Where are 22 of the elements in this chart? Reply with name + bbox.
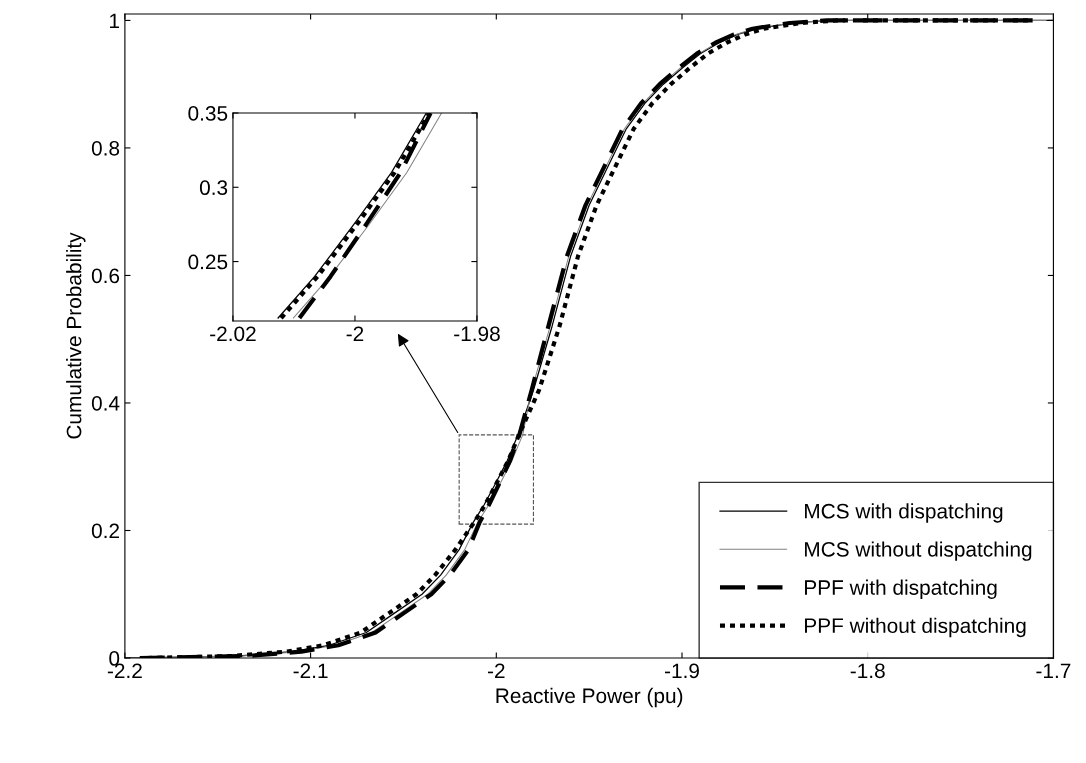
y-tick-label: 0.6 [91, 268, 120, 284]
y-tick-label: 0.3 [199, 180, 228, 196]
y-axis-title: Cumulative Probability [66, 232, 86, 439]
legend-label: MCS with dispatching [805, 503, 1003, 523]
x-tick-label: -1.7 [1036, 663, 1071, 678]
legend-label: MCS without dispatching [805, 541, 1032, 561]
x-tick-label: -2.1 [293, 663, 328, 678]
x-tick-label: -1.8 [850, 663, 885, 679]
y-tick-label: 0.35 [188, 106, 228, 121]
x-tick-label: -1.9 [664, 663, 699, 679]
x-tick-label: -2 [346, 326, 364, 341]
x-tick-label: -1.98 [454, 326, 500, 342]
y-tick-label: 0.8 [91, 140, 120, 156]
legend-label: PPF without dispatching [805, 617, 1026, 638]
y-tick-label: 0.4 [91, 395, 120, 411]
y-tick-label: 1 [110, 13, 120, 28]
y-tick-label: 0.25 [188, 254, 228, 270]
legend-label: PPF with dispatching [805, 579, 997, 600]
x-tick-label: -2.02 [210, 326, 256, 342]
y-tick-label: 0.2 [91, 523, 119, 539]
x-tick-label: -2 [487, 663, 505, 678]
x-axis-title: Reactive Power (pu) [496, 687, 683, 708]
